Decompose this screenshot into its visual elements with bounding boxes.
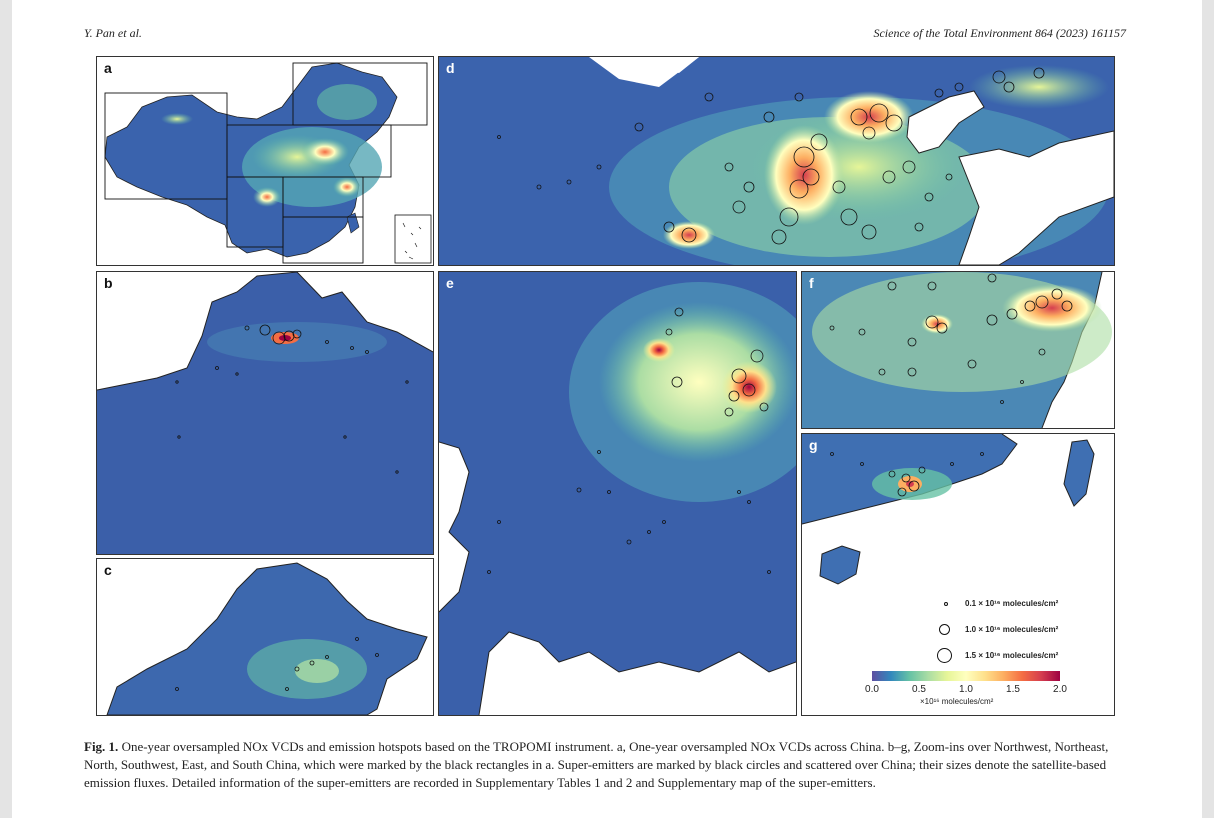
colorbar-tick-0: 0.0 <box>865 684 879 695</box>
panel-g-label: g <box>809 437 818 453</box>
panel-d-map-graphic <box>439 57 1114 265</box>
page-edge-right <box>1202 0 1214 818</box>
panel-c-northeast-map: c <box>96 558 434 716</box>
colorbar-tick-3: 1.5 <box>1006 684 1020 695</box>
panel-c-map-graphic <box>106 562 428 715</box>
running-header-author: Y. Pan et al. <box>84 26 142 40</box>
legend-circle-large-icon <box>937 648 952 663</box>
panel-e-map-graphic <box>439 272 796 715</box>
panel-e-label: e <box>446 275 454 291</box>
panel-c-label: c <box>104 562 112 578</box>
colorbar-unit-label: ×10¹⁶ molecules/cm² <box>920 697 994 706</box>
legend-label-large: 1.5 × 10¹⁶ molecules/cm² <box>965 651 1059 660</box>
panel-g-map-graphic <box>802 434 1095 585</box>
page-edge-left <box>0 0 12 818</box>
panel-a-overview-map: a <box>96 56 434 266</box>
panel-b-label: b <box>104 275 113 291</box>
panel-e-southwest-map: e <box>438 271 797 716</box>
panel-f-map-graphic <box>802 272 1114 428</box>
panel-a-map-graphic <box>104 62 432 264</box>
legend-circle-small-icon <box>944 602 948 606</box>
figure-caption-label: Fig. 1. <box>84 739 119 754</box>
figure-caption-text: One-year oversampled NOx VCDs and emissi… <box>84 739 1109 790</box>
colorbar-tick-4: 2.0 <box>1053 684 1067 695</box>
legend-label-medium: 1.0 × 10¹⁶ molecules/cm² <box>965 625 1059 634</box>
panel-a-label: a <box>104 60 112 76</box>
legend-circle-medium-icon <box>939 624 950 635</box>
panel-f-label: f <box>809 275 814 291</box>
panel-g-south-china-map: g <box>801 433 1115 716</box>
colorbar-tick-1: 0.5 <box>912 684 926 695</box>
panel-b-northwest-map: b <box>96 271 434 555</box>
panel-d-north-china-map: d <box>438 56 1115 266</box>
panel-d-label: d <box>446 60 455 76</box>
colorbar <box>872 671 1060 681</box>
panel-f-east-china-map: f <box>801 271 1115 429</box>
figure-caption: Fig. 1. One-year oversampled NOx VCDs an… <box>84 738 1129 792</box>
legend-label-small: 0.1 × 10¹⁶ molecules/cm² <box>965 599 1059 608</box>
panel-b-map-graphic <box>97 272 433 554</box>
running-header-journal: Science of the Total Environment 864 (20… <box>873 26 1126 40</box>
colorbar-tick-2: 1.0 <box>959 684 973 695</box>
